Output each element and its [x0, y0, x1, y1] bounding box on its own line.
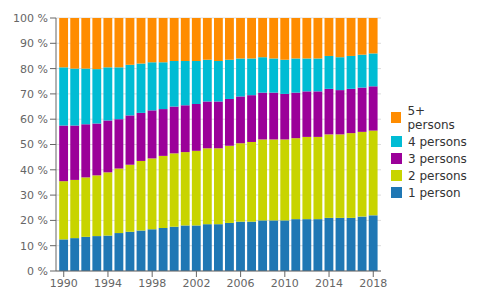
html-text:5+ persons: 5+ persons [407, 103, 455, 132]
svg-text:2010: 2010 [271, 277, 299, 290]
svg-text:20 %: 20 % [20, 214, 48, 227]
svg-text:0 %: 0 % [27, 265, 48, 278]
svg-text:80 %: 80 % [20, 63, 48, 76]
svg-text:60 %: 60 % [20, 113, 48, 126]
svg-text:40 %: 40 % [20, 164, 48, 177]
html-text:4 persons: 4 persons [408, 134, 467, 149]
html-text:1 person: 1 person [408, 185, 461, 200]
svg-text:10 %: 10 % [20, 240, 48, 253]
svg-text:1990: 1990 [50, 277, 78, 290]
svg-text:70 %: 70 % [20, 88, 48, 101]
svg-text:2018: 2018 [359, 277, 387, 290]
svg-text:50 %: 50 % [20, 138, 48, 151]
svg-text:2006: 2006 [227, 277, 255, 290]
svg-text:1994: 1994 [94, 277, 122, 290]
svg-text:2014: 2014 [315, 277, 343, 290]
html-text:3 persons: 3 persons [408, 151, 467, 166]
svg-text:90 %: 90 % [20, 37, 48, 50]
svg-text:2002: 2002 [182, 277, 210, 290]
svg-text:100 %: 100 % [13, 12, 48, 25]
svg-text:1998: 1998 [138, 277, 166, 290]
svg-text:30 %: 30 % [20, 189, 48, 202]
html-text:2 persons: 2 persons [408, 168, 467, 183]
